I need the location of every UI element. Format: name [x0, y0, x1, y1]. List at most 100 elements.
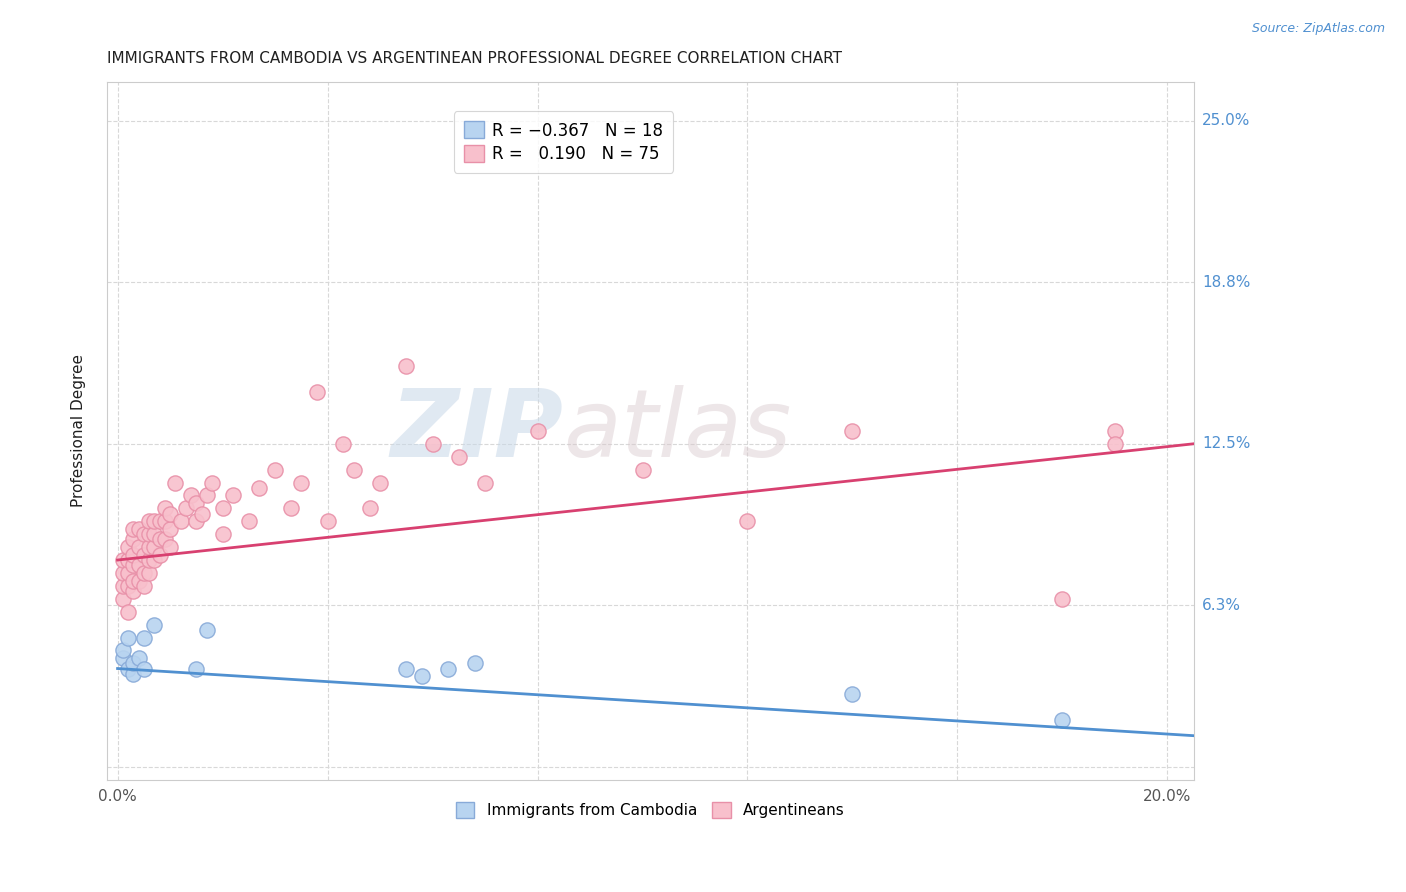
Text: ZIP: ZIP: [391, 384, 564, 477]
Text: Source: ZipAtlas.com: Source: ZipAtlas.com: [1251, 22, 1385, 36]
Argentineans: [138, 540, 160, 554]
Argentineans: [332, 437, 354, 451]
Argentineans: [128, 522, 150, 536]
Text: 25.0%: 25.0%: [1202, 113, 1250, 128]
Argentineans: [316, 514, 339, 528]
Immigrants from Cambodia: [411, 669, 433, 683]
Argentineans: [737, 514, 759, 528]
Argentineans: [159, 540, 181, 554]
Immigrants from Cambodia: [122, 657, 145, 671]
Argentineans: [122, 584, 145, 599]
Y-axis label: Professional Degree: Professional Degree: [72, 354, 86, 508]
Argentineans: [153, 533, 176, 547]
Argentineans: [111, 591, 134, 606]
Immigrants from Cambodia: [111, 651, 134, 665]
Immigrants from Cambodia: [122, 666, 145, 681]
Argentineans: [368, 475, 391, 490]
Argentineans: [132, 566, 155, 580]
Argentineans: [128, 540, 150, 554]
Immigrants from Cambodia: [143, 617, 166, 632]
Immigrants from Cambodia: [395, 661, 418, 675]
Immigrants from Cambodia: [841, 687, 863, 701]
Argentineans: [165, 475, 187, 490]
Argentineans: [132, 527, 155, 541]
Argentineans: [122, 574, 145, 588]
Argentineans: [143, 527, 166, 541]
Argentineans: [422, 437, 444, 451]
Argentineans: [474, 475, 496, 490]
Immigrants from Cambodia: [132, 631, 155, 645]
Argentineans: [395, 359, 418, 374]
Argentineans: [122, 533, 145, 547]
Argentineans: [122, 548, 145, 562]
Text: 18.8%: 18.8%: [1202, 275, 1250, 290]
Immigrants from Cambodia: [464, 657, 486, 671]
Immigrants from Cambodia: [132, 661, 155, 675]
Argentineans: [117, 540, 139, 554]
Immigrants from Cambodia: [128, 651, 150, 665]
Argentineans: [159, 507, 181, 521]
Argentineans: [143, 540, 166, 554]
Argentineans: [128, 558, 150, 573]
Argentineans: [117, 566, 139, 580]
Argentineans: [1104, 437, 1126, 451]
Argentineans: [238, 514, 260, 528]
Argentineans: [180, 488, 202, 502]
Argentineans: [264, 462, 287, 476]
Argentineans: [132, 579, 155, 593]
Argentineans: [138, 514, 160, 528]
Argentineans: [343, 462, 366, 476]
Immigrants from Cambodia: [195, 623, 218, 637]
Argentineans: [201, 475, 224, 490]
Argentineans: [128, 574, 150, 588]
Argentineans: [290, 475, 312, 490]
Argentineans: [111, 553, 134, 567]
Argentineans: [186, 496, 208, 510]
Argentineans: [305, 385, 328, 400]
Legend: Immigrants from Cambodia, Argentineans: Immigrants from Cambodia, Argentineans: [450, 796, 851, 824]
Argentineans: [117, 605, 139, 619]
Argentineans: [247, 481, 270, 495]
Argentineans: [280, 501, 302, 516]
Argentineans: [122, 558, 145, 573]
Argentineans: [190, 507, 212, 521]
Argentineans: [143, 514, 166, 528]
Text: IMMIGRANTS FROM CAMBODIA VS ARGENTINEAN PROFESSIONAL DEGREE CORRELATION CHART: IMMIGRANTS FROM CAMBODIA VS ARGENTINEAN …: [107, 51, 842, 66]
Immigrants from Cambodia: [186, 661, 208, 675]
Immigrants from Cambodia: [437, 661, 460, 675]
Argentineans: [447, 450, 470, 464]
Argentineans: [153, 501, 176, 516]
Immigrants from Cambodia: [117, 661, 139, 675]
Argentineans: [153, 514, 176, 528]
Text: 12.5%: 12.5%: [1202, 436, 1250, 451]
Argentineans: [138, 566, 160, 580]
Immigrants from Cambodia: [111, 643, 134, 657]
Argentineans: [111, 579, 134, 593]
Argentineans: [211, 501, 233, 516]
Argentineans: [174, 501, 197, 516]
Argentineans: [132, 548, 155, 562]
Argentineans: [159, 522, 181, 536]
Text: 6.3%: 6.3%: [1202, 598, 1241, 613]
Argentineans: [631, 462, 654, 476]
Argentineans: [359, 501, 381, 516]
Argentineans: [222, 488, 245, 502]
Argentineans: [111, 566, 134, 580]
Argentineans: [1104, 424, 1126, 438]
Argentineans: [148, 548, 170, 562]
Text: atlas: atlas: [564, 385, 792, 476]
Argentineans: [122, 522, 145, 536]
Argentineans: [195, 488, 218, 502]
Immigrants from Cambodia: [117, 631, 139, 645]
Argentineans: [143, 553, 166, 567]
Argentineans: [186, 514, 208, 528]
Argentineans: [148, 533, 170, 547]
Argentineans: [117, 553, 139, 567]
Argentineans: [1052, 591, 1074, 606]
Argentineans: [526, 424, 548, 438]
Argentineans: [117, 579, 139, 593]
Argentineans: [169, 514, 191, 528]
Argentineans: [841, 424, 863, 438]
Immigrants from Cambodia: [1052, 713, 1074, 727]
Argentineans: [211, 527, 233, 541]
